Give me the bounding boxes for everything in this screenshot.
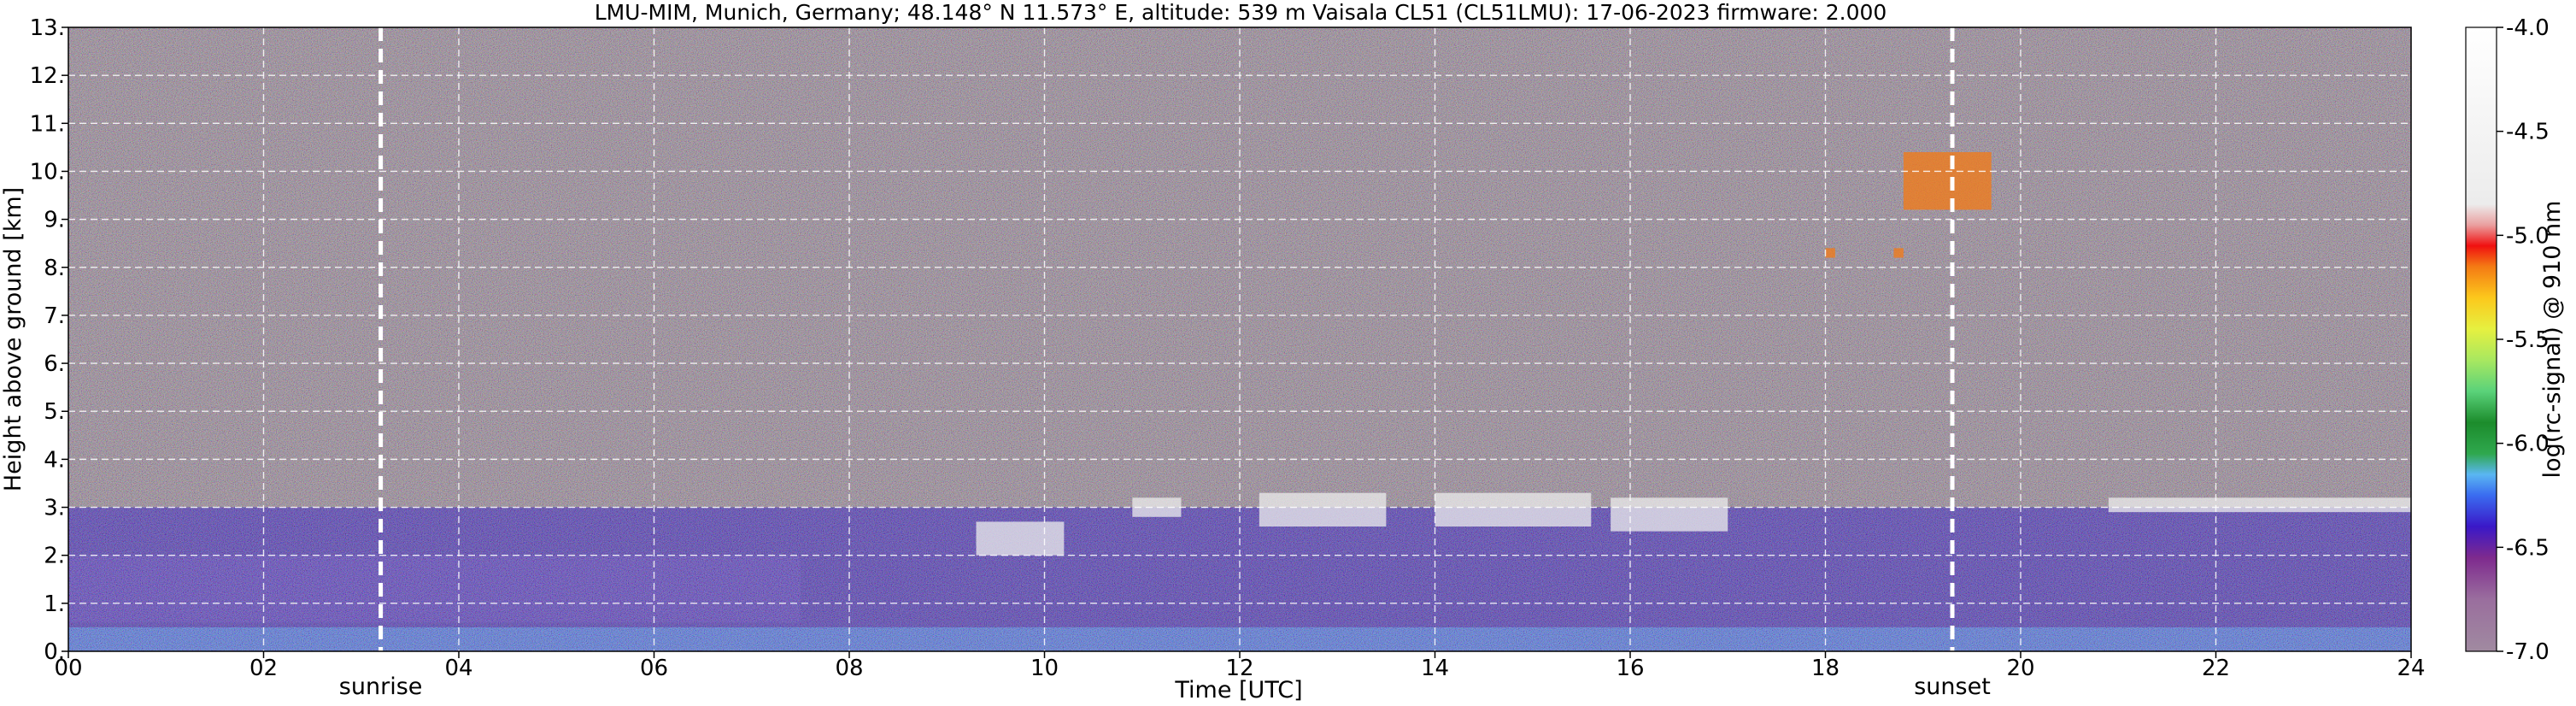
cloud-return bbox=[1903, 152, 1992, 210]
colorbar-label: log(rc-signal) @ 910 nm bbox=[2539, 201, 2566, 479]
colorbar-tick-label: -4.5 bbox=[2506, 120, 2550, 145]
colorbar-tick-label: -5.0 bbox=[2506, 223, 2550, 249]
cloud-return bbox=[2108, 497, 2411, 513]
x-tick-label: 24 bbox=[2397, 656, 2425, 681]
x-tick-label: 14 bbox=[1421, 656, 1449, 681]
x-tick-label: 08 bbox=[835, 656, 863, 681]
y-tick-label: 2. bbox=[44, 544, 65, 569]
x-tick-label: 00 bbox=[54, 656, 82, 681]
y-tick-label: 0. bbox=[44, 639, 65, 665]
colorbar-tick-label: -7.0 bbox=[2506, 639, 2550, 665]
x-tick-label: 20 bbox=[2006, 656, 2034, 681]
grid-lines bbox=[68, 27, 2411, 651]
y-tick-label: 12. bbox=[30, 63, 65, 89]
cloud-return bbox=[1259, 492, 1387, 527]
y-axis-ticks: 0. 1. 2. 3. 4. 5. 6. 7. 8. 9. 10. 11. 12. 13. bbox=[30, 15, 68, 665]
x-axis-ticks: 00 02 04 06 08 10 12 14 16 18 20 22 24 bbox=[54, 651, 2426, 681]
y-tick-label: 13. bbox=[30, 15, 65, 41]
colorbar: -4.0 -4.5 -5.0 -5.5 -6.0 -6.5 -7.0 log(rc-sign… bbox=[2465, 15, 2566, 665]
x-axis-label: Time [UTC] bbox=[1174, 677, 1302, 703]
chart-title: LMU-MIM, Munich, Germany; 48.148° N 11.5… bbox=[595, 0, 1887, 25]
colorbar-ticks: -4.0 -4.5 -5.0 -5.5 -6.0 -6.5 -7.0 bbox=[2497, 15, 2550, 665]
x-tick-label: 02 bbox=[249, 656, 278, 681]
colorbar-tick-label: -6.0 bbox=[2506, 432, 2550, 457]
x-tick-label: 04 bbox=[444, 656, 472, 681]
colorbar-tick-label: -4.0 bbox=[2506, 15, 2550, 41]
cloud-return bbox=[1893, 248, 1904, 258]
colorbar-tick-label: -5.5 bbox=[2506, 327, 2550, 353]
y-tick-label: 3. bbox=[44, 496, 65, 521]
y-tick-label: 10. bbox=[30, 159, 65, 185]
x-tick-label: 10 bbox=[1030, 656, 1059, 681]
colorbar-gradient bbox=[2465, 26, 2497, 652]
sun-markers bbox=[378, 27, 1955, 651]
x-tick-label: 18 bbox=[1811, 656, 1840, 681]
y-tick-label: 6. bbox=[44, 351, 65, 377]
y-tick-label: 7. bbox=[44, 303, 65, 329]
y-tick-label: 1. bbox=[44, 591, 65, 617]
y-tick-label: 5. bbox=[44, 399, 65, 425]
y-tick-label: 11. bbox=[30, 111, 65, 137]
x-tick-label: 22 bbox=[2202, 656, 2230, 681]
colorbar-tick-label: -6.5 bbox=[2506, 535, 2550, 561]
x-tick-label: 06 bbox=[640, 656, 668, 681]
cloud-return bbox=[1611, 497, 1728, 532]
x-tick-label: 12 bbox=[1225, 656, 1253, 681]
cloud-return bbox=[1132, 497, 1182, 517]
y-axis-label: Height above ground [km] bbox=[0, 187, 26, 491]
cloud-returns bbox=[976, 152, 2411, 556]
cloud-return bbox=[1825, 248, 1835, 258]
plot-area bbox=[67, 26, 2412, 652]
x-tick-label: 16 bbox=[1616, 656, 1644, 681]
sunset-label: sunset bbox=[1914, 674, 1991, 700]
sunrise-label: sunrise bbox=[339, 674, 423, 700]
y-tick-label: 9. bbox=[44, 208, 65, 233]
cloud-return bbox=[976, 521, 1065, 556]
y-tick-label: 4. bbox=[44, 447, 65, 473]
cloud-return bbox=[1435, 492, 1592, 527]
y-tick-label: 8. bbox=[44, 256, 65, 281]
